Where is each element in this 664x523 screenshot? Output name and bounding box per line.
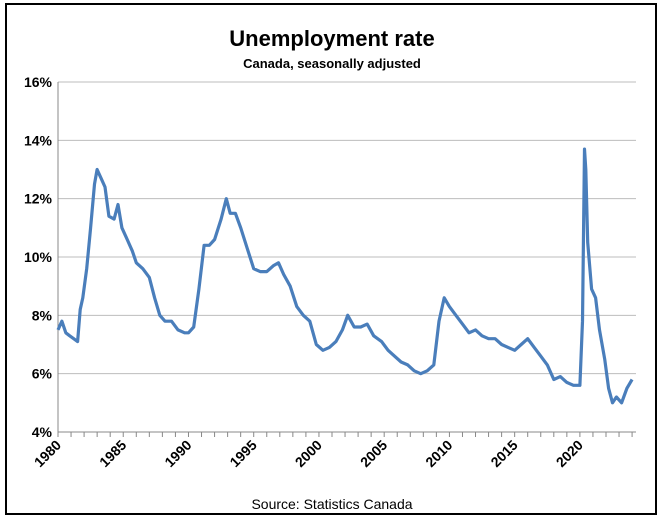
x-tick-label: 2010 [422,437,455,470]
y-tick-label: 10% [24,249,53,265]
x-tick-label: 1985 [96,437,129,470]
y-tick-label: 4% [32,424,53,440]
chart-frame [5,3,657,515]
y-tick-label: 8% [32,307,53,323]
y-tick-label: 6% [32,366,53,382]
x-tick-label: 2000 [292,437,325,470]
series-line [56,147,634,405]
x-tick-label: 2020 [553,437,586,470]
x-tick-label: 1995 [226,437,259,470]
chart-subtitle: Canada, seasonally adjusted [243,56,421,71]
x-tick-label: 2015 [487,437,520,470]
x-tick-label: 2005 [357,437,390,470]
y-tick-label: 12% [24,191,53,207]
chart-title: Unemployment rate [229,26,434,51]
y-tick-label: 14% [24,132,53,148]
y-tick-label: 16% [24,74,53,90]
x-tick-label: 1990 [161,437,194,470]
chart-source: Source: Statistics Canada [251,496,412,512]
x-tick-label: 1980 [31,437,64,470]
